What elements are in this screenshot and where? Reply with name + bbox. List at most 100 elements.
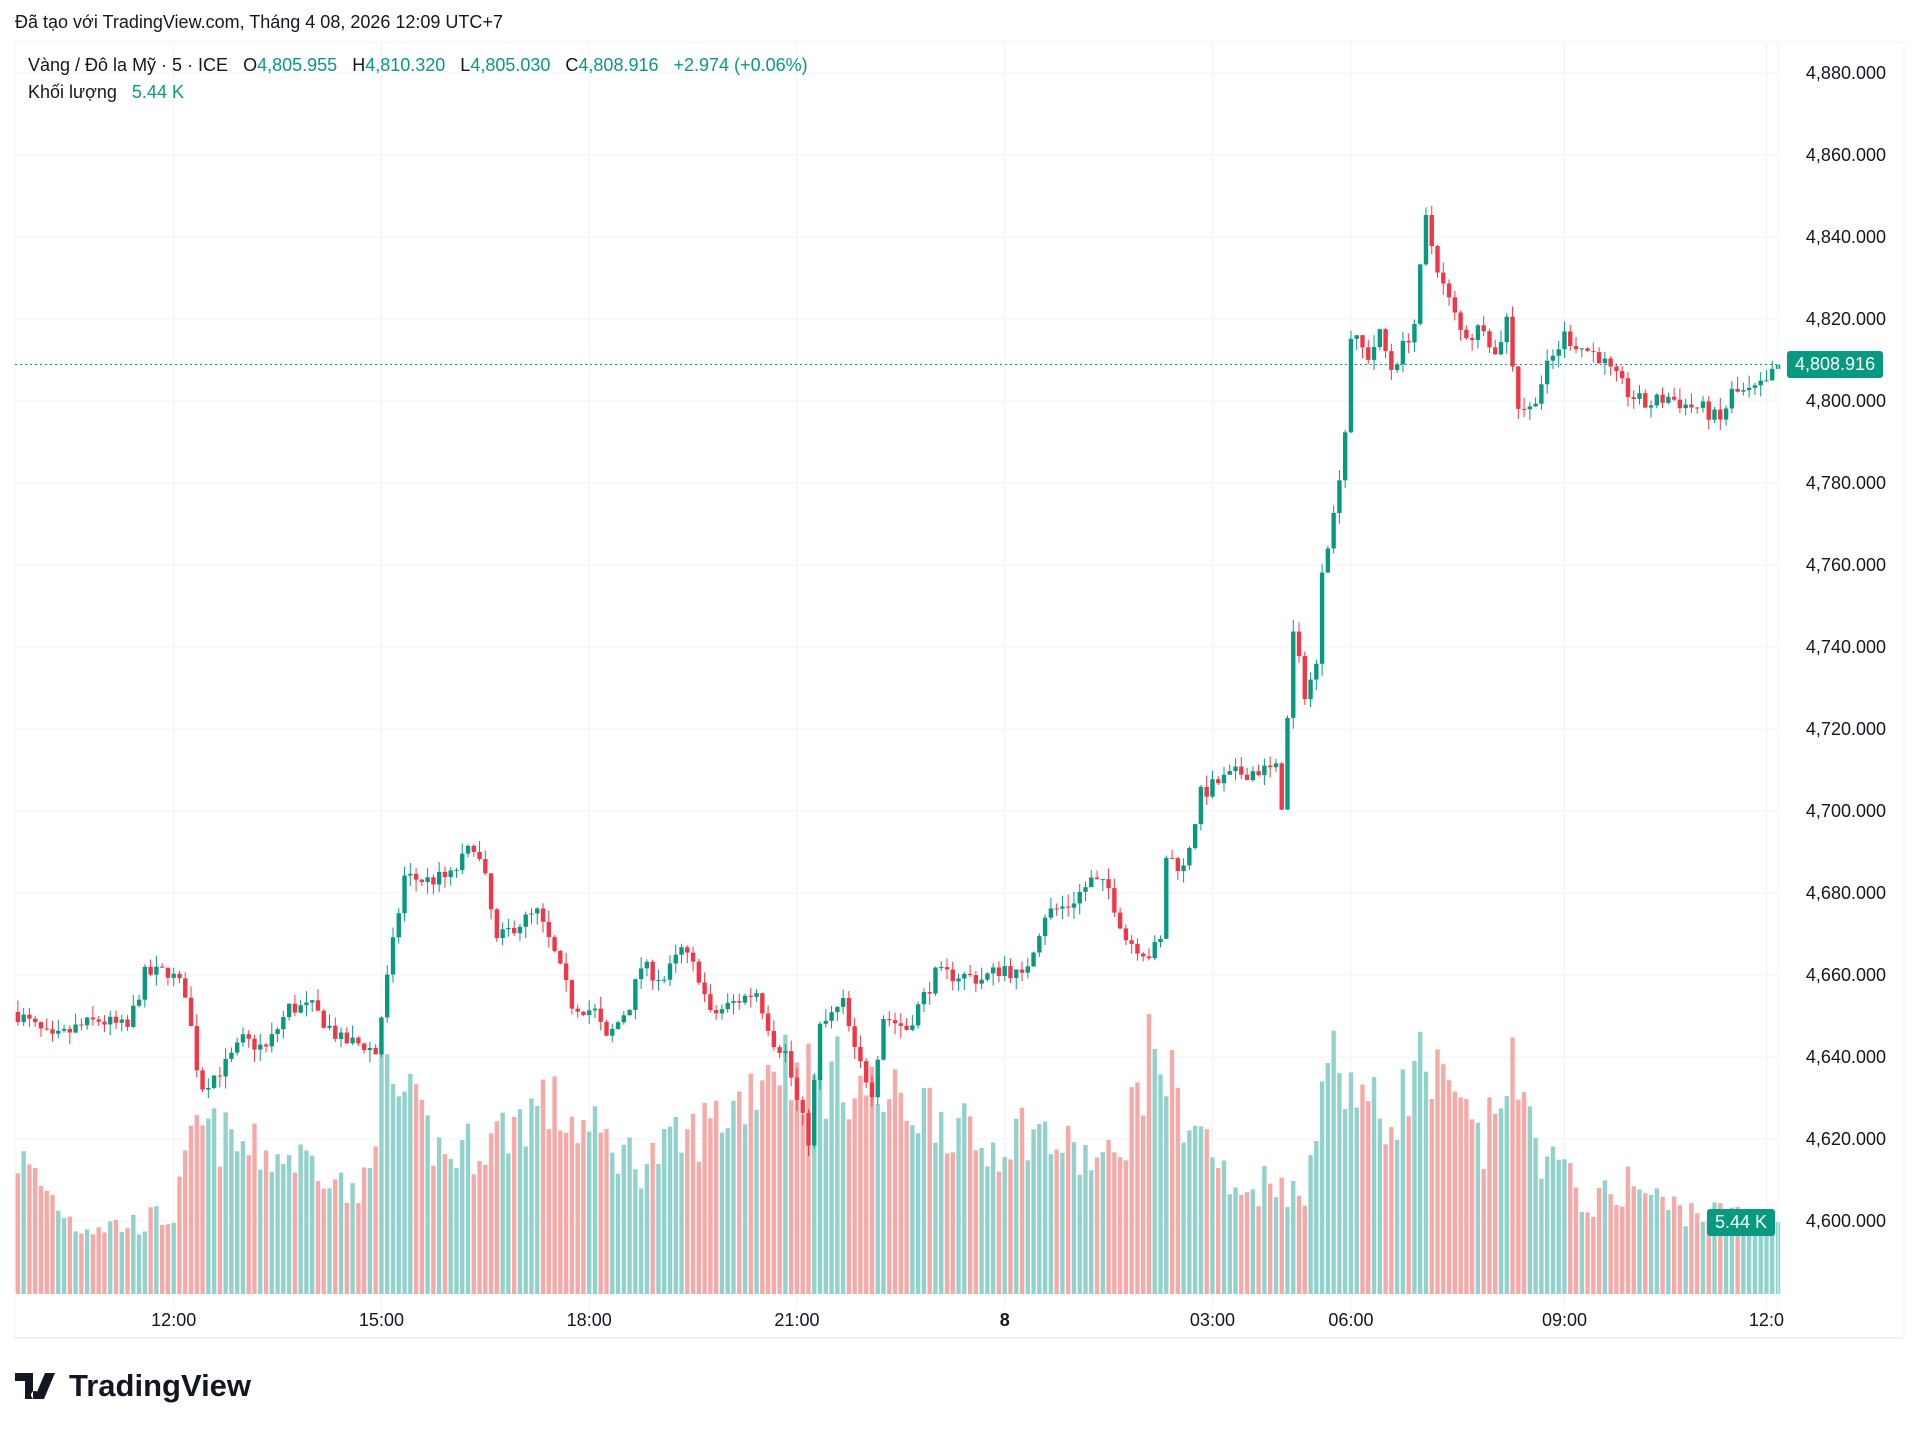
volume-bar [1216,1168,1221,1294]
candle-body [1267,765,1273,768]
symbol-name[interactable]: Vàng / Đô la Mỹ · 5 · ICE [28,55,229,75]
volume-bar [373,1146,378,1294]
volume-bar [1643,1193,1648,1294]
candle-body [1025,966,1030,973]
candle-body [806,1112,811,1146]
candle-body [725,1002,730,1010]
volume-bar [1285,1207,1290,1294]
candle-body [939,967,944,969]
volume-bar [1648,1194,1654,1294]
volume-bar [840,1102,846,1294]
candle-body [1602,358,1608,364]
candle-body [604,1021,609,1036]
volume-bar [1117,1157,1123,1294]
volume-bar [904,1120,909,1294]
volume-bar [200,1125,205,1294]
candle-body [27,1014,32,1019]
candle-body [1729,388,1735,409]
candle-body [887,1018,892,1021]
candle-body [148,966,153,975]
candle-body [1233,766,1238,772]
volume-label[interactable]: Khối lượng [28,82,117,102]
volume-bar [1019,1107,1025,1294]
candle-body [1579,348,1584,350]
time-tick-label: 21:00 [774,1310,819,1330]
volume-bar [1695,1213,1700,1294]
volume-bar [1175,1087,1181,1294]
volume-bar [136,1234,142,1294]
volume-bar [385,1054,390,1294]
candle-body [1573,346,1579,350]
volume-bar [644,1163,650,1294]
candle-body [1521,408,1527,410]
volume-bar [1325,1063,1331,1294]
volume-bar [1383,1144,1388,1294]
candle-body [598,1008,603,1022]
volume-bar [950,1152,955,1294]
candle-body [656,980,661,982]
candle-body [1510,316,1515,367]
volume-bar [119,1231,124,1294]
change-value: +2.974 (+0.06%) [673,55,808,75]
volume-bar [1169,1050,1175,1294]
candle-body [823,1020,828,1024]
volume-bar [1331,1030,1336,1294]
volume-bar [1181,1142,1186,1294]
candle-body [563,963,569,981]
candle-body [1164,857,1169,939]
candle-body [131,1005,136,1027]
candle-body [1354,335,1359,339]
candle-body [119,1019,124,1023]
volume-bar [488,1133,494,1294]
volume-bar [483,1164,488,1294]
candle-body [1770,368,1775,381]
candle-body [1187,847,1192,866]
candle-body [1042,917,1048,937]
volume-bar [84,1229,90,1294]
candle-body [1077,891,1082,904]
candle-body [396,913,401,938]
candle-body [1683,404,1688,409]
price-tick-label: 4,620.000 [1806,1129,1886,1149]
candle-body [344,1032,350,1044]
volume-bar [581,1119,586,1294]
price-axis[interactable]: 4,880.000 4,860.000 4,840.000 4,820.000 4,80… [1806,63,1886,1231]
volume-bar [425,1115,430,1294]
volume-bar [685,1129,690,1294]
volume-bar [1735,1206,1740,1294]
tradingview-logo[interactable]: TradingView [15,1368,251,1404]
candle-body [990,967,996,974]
volume-bar [281,1163,286,1294]
candle-body [436,871,442,885]
volume-bar [742,1124,748,1294]
volume-bar [1729,1207,1735,1294]
candle-body [881,1018,886,1060]
last-price-tag: 4,808.916 [1787,351,1884,379]
volume-bar [1533,1137,1538,1294]
time-axis[interactable]: 12:00 15:00 18:00 21:00 8 03:00 06:00 09:00 12:0 [151,1310,1784,1330]
volume-bar [1631,1186,1636,1294]
volume-bar [1244,1192,1250,1294]
candle-body [419,879,425,883]
volume-bar [1527,1106,1533,1294]
candle-body [471,845,476,852]
volume-bar [673,1116,678,1294]
volume-bar [563,1132,569,1294]
price-tick-label: 4,800.000 [1806,391,1886,411]
candle-body [1677,399,1683,409]
candle-body [840,998,846,1007]
volume-bar [1469,1119,1475,1294]
volume-bar [1562,1159,1567,1294]
candle-body [985,973,990,980]
candle-body [1625,378,1631,398]
volume-bar [269,1172,274,1294]
volume-bar [298,1144,303,1294]
volume-bar [569,1116,575,1294]
volume-bar [1568,1163,1573,1294]
volume-bar [500,1112,505,1294]
candle-body [1014,969,1019,979]
candle-body [690,952,696,962]
candle-body [61,1028,67,1031]
volume-bar [667,1126,673,1294]
